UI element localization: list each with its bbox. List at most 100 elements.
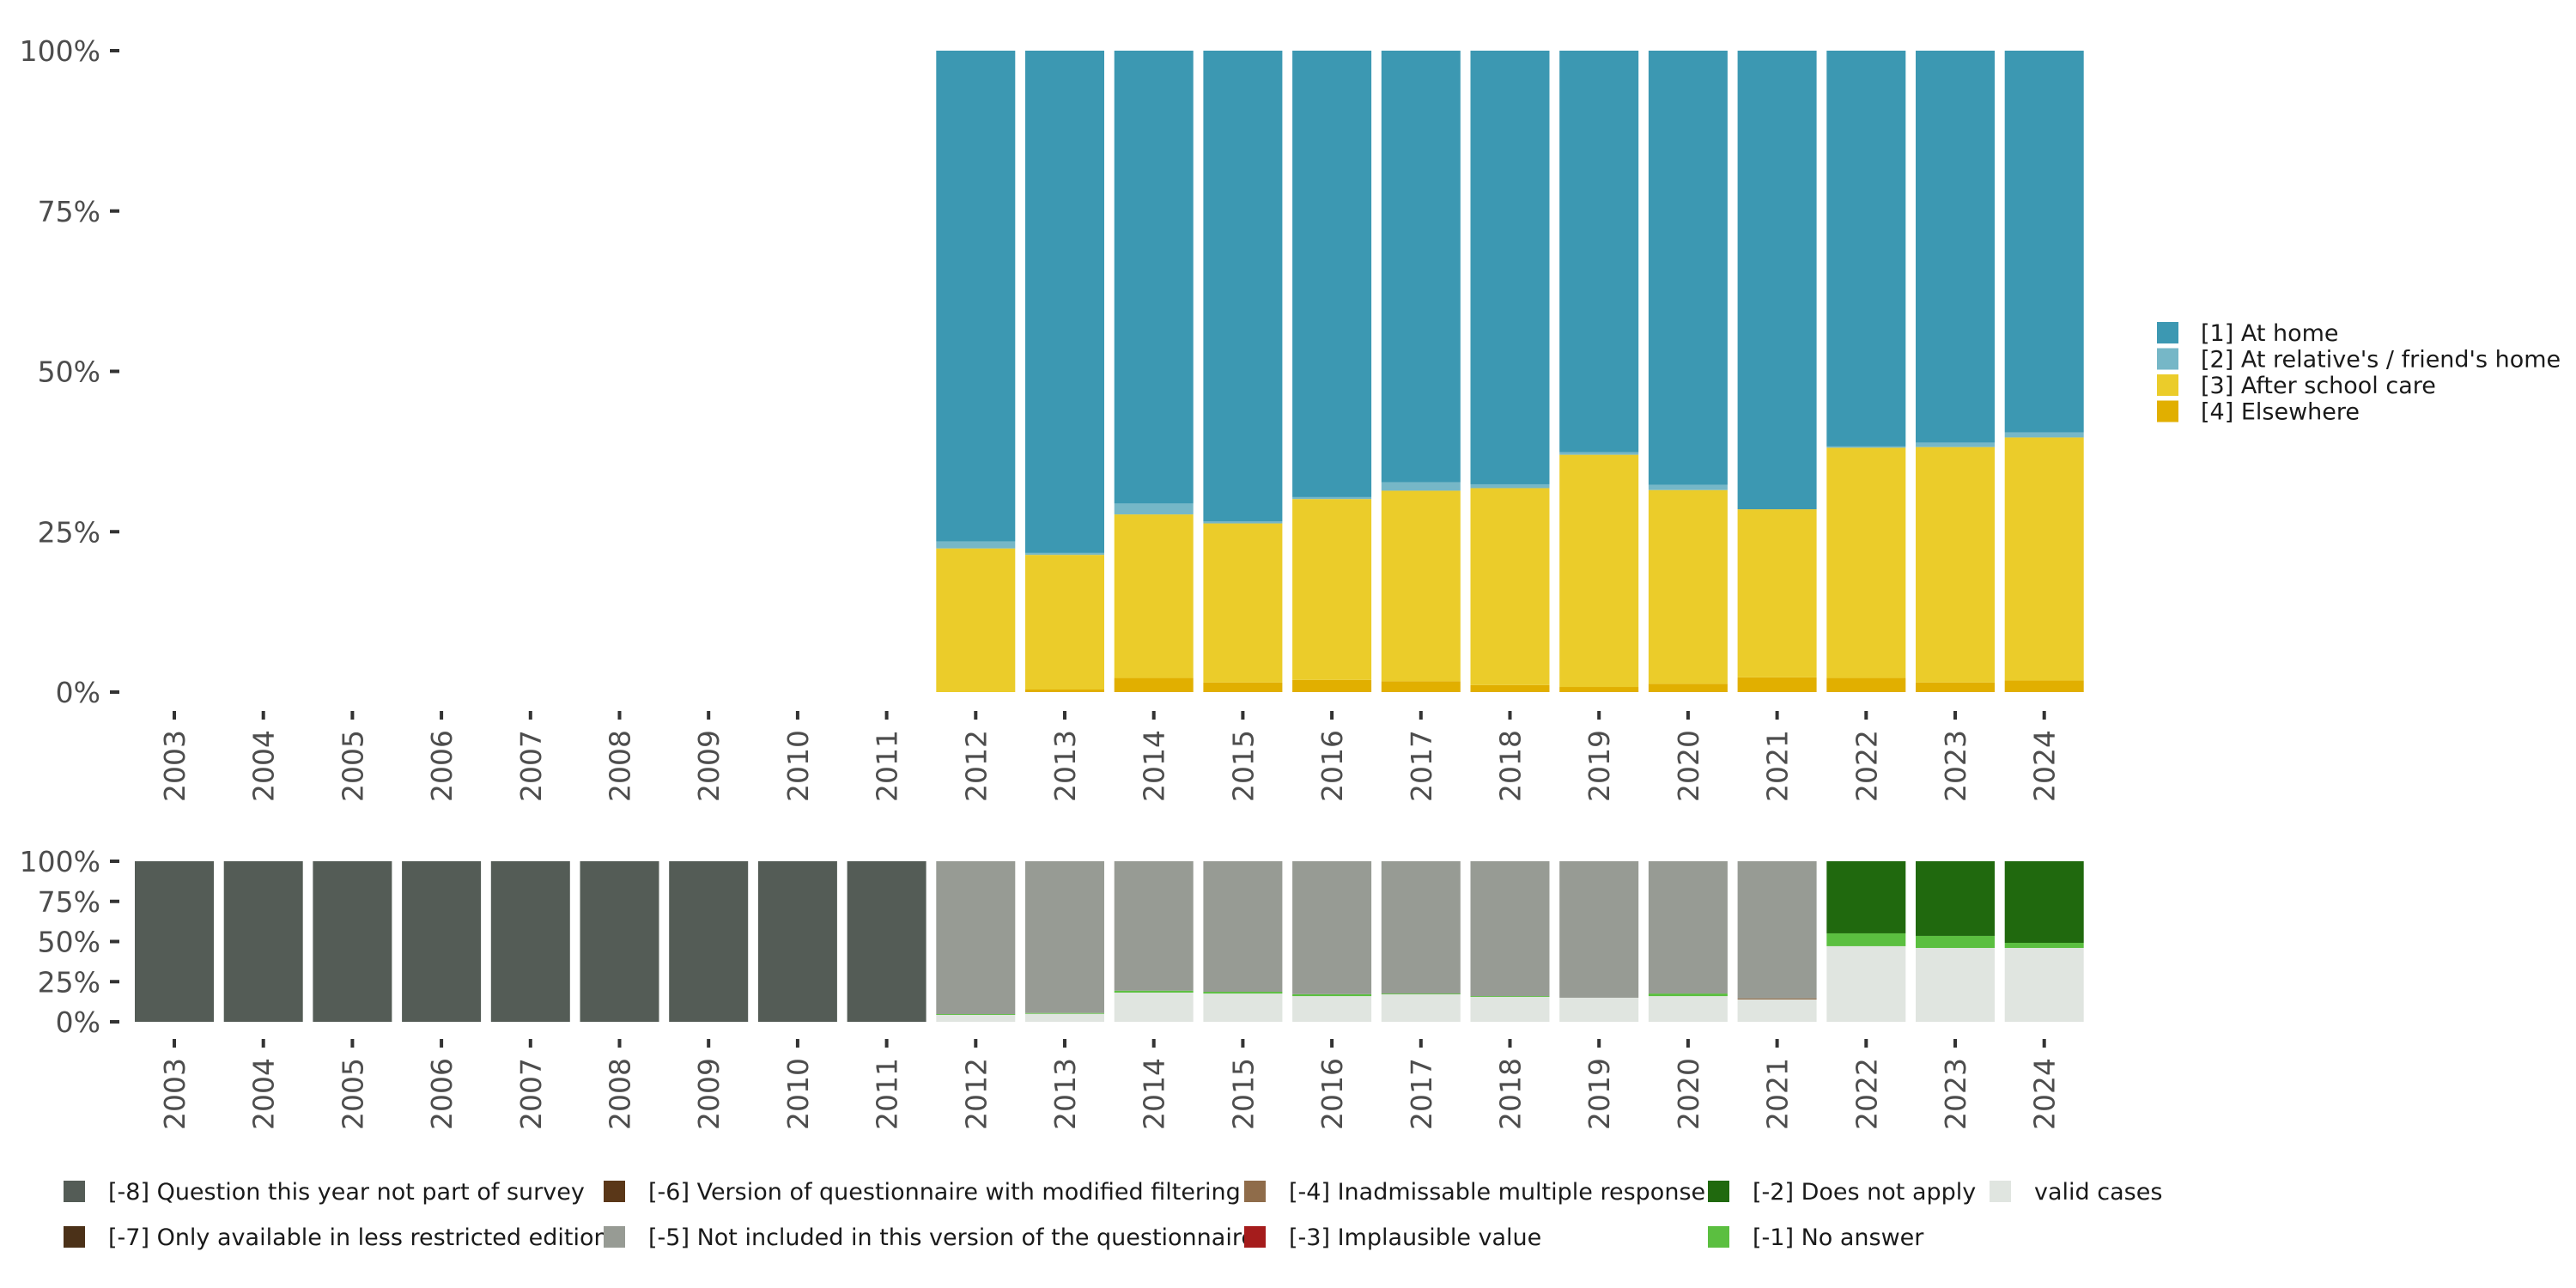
x-tick-label: 2019	[1583, 730, 1616, 802]
bar-segment-2022	[1826, 945, 1906, 1022]
bar-segment-2014	[1114, 514, 1194, 678]
x-tick-label: 2024	[2028, 1058, 2062, 1130]
bar-segment-2023	[1916, 51, 1995, 443]
bar-segment-2019	[1559, 687, 1639, 692]
bar-segment-2018	[1470, 488, 1550, 685]
x-tick-label: 2013	[1048, 730, 1082, 802]
bar-segment-2022	[1826, 861, 1906, 933]
bar-segment-2024	[2004, 942, 2084, 948]
x-tick-label: 2023	[1939, 1058, 1972, 1130]
bar-segment-2023	[1916, 861, 1995, 936]
bar-segment-2012	[936, 548, 1016, 692]
x-tick-label: 2019	[1583, 1058, 1616, 1130]
x-tick-label: 2018	[1494, 730, 1528, 802]
legend-label: [-2] Does not apply	[1753, 1179, 1976, 1206]
x-tick-label: 2012	[959, 730, 993, 802]
y-tick-label: 50%	[38, 926, 100, 959]
x-tick-label: 2017	[1405, 1058, 1438, 1130]
x-tick-label: 2023	[1939, 730, 1972, 802]
bar-segment-2023	[1916, 947, 1995, 1022]
bar-segment-2015	[1203, 521, 1283, 524]
legend-swatch	[1244, 1226, 1266, 1248]
legend-swatch	[1244, 1181, 1266, 1202]
bar-segment-2024	[2004, 680, 2084, 692]
legend-label: [-4] Inadmissable multiple response	[1289, 1179, 1705, 1206]
bar-segment-2012	[936, 861, 1016, 1015]
bar-segment-2012	[936, 1014, 1016, 1015]
x-tick-label: 2011	[871, 1058, 904, 1130]
bar-segment-2012	[936, 541, 1016, 549]
legend-swatch	[2157, 322, 2178, 343]
y-tick-label: 25%	[38, 965, 100, 999]
bar-segment-2018	[1470, 861, 1550, 997]
y-tick-label: 100%	[20, 34, 100, 68]
bar-segment-2013	[1025, 1013, 1104, 1022]
bar-segment-2013	[1025, 861, 1104, 1013]
bar-segment-2017	[1381, 861, 1461, 994]
bar-segment-2008	[580, 861, 659, 1022]
bar-segment-2015	[1203, 992, 1283, 994]
x-tick-label: 2004	[247, 730, 281, 802]
legend-label: [2] At relative's / friend's home	[2201, 347, 2561, 374]
y-tick-label: 100%	[20, 845, 100, 878]
x-tick-label: 2014	[1138, 1058, 1171, 1130]
legend-label: [1] At home	[2201, 320, 2339, 347]
bar-segment-2017	[1381, 51, 1461, 483]
bar-segment-2017	[1381, 994, 1461, 1022]
legend-label: [-8] Question this year not part of surv…	[108, 1179, 585, 1206]
x-tick-label: 2008	[604, 1058, 637, 1130]
legend-swatch	[1708, 1181, 1729, 1202]
bar-segment-2015	[1203, 682, 1283, 692]
y-tick-label: 75%	[38, 195, 100, 228]
legend-label: [-1] No answer	[1753, 1224, 1924, 1251]
x-tick-label: 2006	[425, 1058, 459, 1130]
bar-segment-2015	[1203, 523, 1283, 683]
bar-segment-2010	[757, 861, 837, 1022]
bar-segment-2011	[847, 861, 927, 1022]
legend-label: [-3] Implausible value	[1289, 1224, 1541, 1251]
bar-segment-2023	[1916, 447, 1995, 683]
legend-label: [-5] Not included in this version of the…	[648, 1224, 1255, 1251]
legend-label: [3] After school care	[2201, 373, 2436, 399]
bar-segment-2015	[1203, 861, 1283, 993]
x-tick-label: 2007	[514, 730, 548, 802]
bar-segment-2023	[1916, 935, 1995, 948]
bar-segment-2020	[1648, 996, 1728, 1022]
bar-segment-2016	[1292, 996, 1372, 1022]
x-tick-label: 2017	[1405, 730, 1438, 802]
bar-segment-2014	[1114, 503, 1194, 515]
x-tick-label: 2013	[1048, 1058, 1082, 1130]
bar-segment-2006	[402, 861, 482, 1022]
bar-segment-2004	[223, 861, 303, 1022]
bar-segment-2018	[1470, 997, 1550, 1022]
bar-segment-2018	[1470, 483, 1550, 489]
x-tick-label: 2021	[1761, 1058, 1795, 1130]
y-tick-label: 0%	[56, 676, 100, 709]
bar-segment-2020	[1648, 489, 1728, 684]
bar-segment-2007	[490, 861, 570, 1022]
legend-swatch	[1708, 1226, 1729, 1248]
x-tick-label: 2015	[1226, 730, 1260, 802]
bar-segment-2019	[1559, 997, 1639, 1022]
bar-segment-2017	[1381, 681, 1461, 692]
bar-segment-2013	[1025, 1012, 1104, 1014]
bar-segment-2018	[1470, 684, 1550, 692]
bar-segment-2016	[1292, 861, 1372, 994]
x-tick-label: 2022	[1850, 730, 1883, 802]
x-tick-label: 2005	[336, 730, 369, 802]
legend-swatch	[64, 1226, 85, 1248]
bar-segment-2013	[1025, 690, 1104, 692]
bar-segment-2019	[1559, 452, 1639, 455]
bar-segment-2016	[1292, 679, 1372, 692]
x-tick-label: 2018	[1494, 1058, 1528, 1130]
bar-segment-2005	[313, 861, 392, 1022]
bar-segment-2016	[1292, 499, 1372, 680]
x-tick-label: 2015	[1226, 1058, 1260, 1130]
x-tick-label: 2014	[1138, 730, 1171, 802]
bar-segment-2009	[669, 861, 749, 1022]
bar-segment-2014	[1114, 677, 1194, 692]
x-tick-label: 2012	[959, 1058, 993, 1130]
x-tick-label: 2020	[1672, 730, 1705, 802]
bar-segment-2014	[1114, 990, 1194, 993]
